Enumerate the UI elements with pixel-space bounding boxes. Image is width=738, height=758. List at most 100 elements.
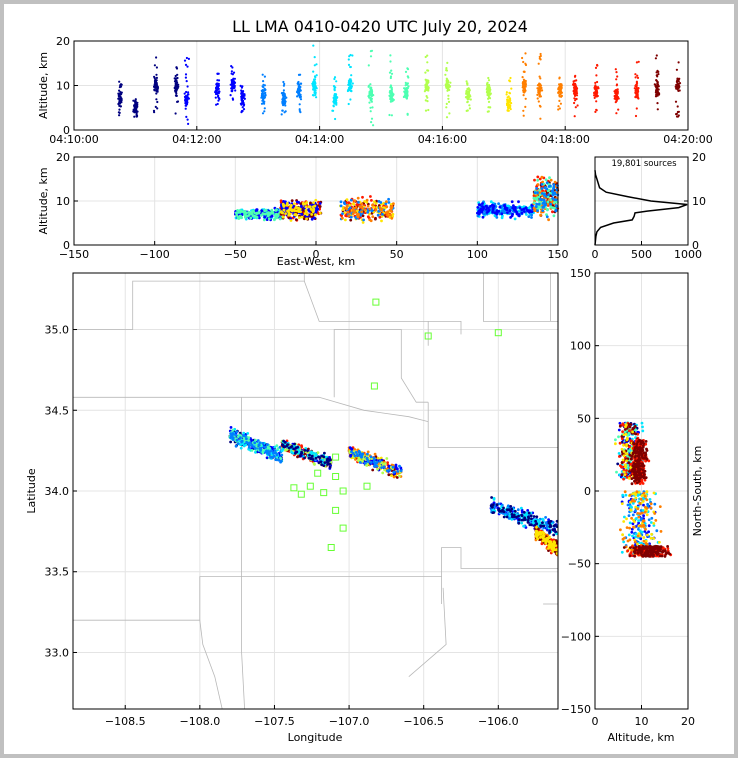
source-point: [313, 75, 317, 78]
source-point: [333, 89, 336, 92]
source-point: [332, 85, 336, 88]
source-point: [427, 108, 430, 112]
source-point: [135, 102, 138, 105]
source-point: [176, 73, 179, 76]
time-height-ytick-label: 0: [63, 124, 70, 137]
plan-view-xtick-label: −107.0: [329, 715, 370, 728]
source-point: [560, 95, 563, 98]
source-point: [185, 99, 188, 102]
time-height-ytick-label: 10: [56, 80, 70, 93]
source-point: [426, 100, 429, 103]
source-point: [133, 115, 136, 118]
source-point: [310, 217, 314, 221]
source-point: [229, 426, 233, 429]
source-point: [153, 111, 156, 114]
source-point: [248, 443, 251, 447]
county-boundary: [427, 402, 558, 448]
plan-view-ylabel: Latitude: [25, 468, 38, 514]
source-point: [388, 71, 392, 74]
source-point: [372, 124, 375, 127]
ew-height-xtick-label: 50: [390, 248, 404, 261]
source-point: [234, 433, 238, 437]
source-point: [364, 461, 367, 465]
source-point: [353, 209, 356, 213]
source-point: [303, 456, 306, 460]
source-point: [575, 94, 579, 97]
source-point: [618, 421, 622, 425]
source-point: [520, 208, 524, 212]
source-point: [369, 106, 372, 109]
source-point: [297, 201, 301, 204]
source-point: [426, 79, 429, 82]
source-point: [522, 87, 525, 90]
source-point: [540, 183, 544, 186]
source-point: [349, 218, 353, 222]
source-point: [134, 98, 137, 101]
source-point: [282, 208, 286, 212]
source-point: [366, 460, 370, 464]
source-point: [314, 92, 317, 95]
source-point: [517, 514, 520, 518]
source-point: [655, 74, 658, 77]
source-point: [366, 452, 369, 456]
source-point: [232, 433, 235, 436]
source-point: [312, 462, 316, 465]
source-point: [297, 93, 300, 96]
source-point: [626, 454, 629, 458]
source-point: [349, 86, 352, 89]
source-point: [119, 83, 123, 86]
source-point: [244, 434, 247, 438]
plan-view-xtick-label: −106.5: [403, 715, 444, 728]
source-point: [175, 92, 178, 95]
source-point: [521, 76, 524, 79]
source-point: [266, 446, 270, 450]
source-point: [615, 83, 619, 86]
source-point: [341, 208, 345, 212]
source-point: [247, 445, 251, 449]
source-point: [289, 219, 293, 222]
source-point: [274, 451, 277, 455]
source-point: [356, 213, 360, 217]
source-point: [635, 61, 639, 64]
county-boundary: [408, 587, 447, 678]
source-point: [558, 89, 561, 92]
source-point: [281, 443, 284, 447]
source-point: [245, 437, 248, 441]
source-point: [134, 100, 137, 103]
source-point: [595, 88, 598, 91]
source-point: [232, 71, 236, 74]
ew-height-xlabel: East-West, km: [277, 255, 355, 268]
source-point: [183, 59, 187, 62]
source-point: [676, 79, 679, 82]
source-point: [349, 454, 352, 458]
source-point: [594, 95, 597, 98]
flash-column: [367, 49, 375, 127]
source-point: [233, 77, 236, 80]
source-point: [554, 204, 558, 208]
source-point: [323, 461, 327, 464]
source-point: [524, 62, 527, 65]
source-point: [534, 532, 538, 536]
source-point: [655, 54, 658, 57]
source-point: [356, 215, 360, 219]
source-point: [300, 212, 304, 216]
source-point: [614, 89, 617, 92]
source-point: [446, 61, 449, 64]
source-point: [352, 203, 356, 206]
source-point: [308, 453, 311, 457]
source-point: [492, 511, 496, 514]
source-point: [614, 438, 617, 442]
source-point: [236, 442, 240, 445]
source-point: [343, 206, 347, 210]
ew-cluster: [532, 175, 560, 222]
source-point: [314, 210, 318, 214]
source-point: [297, 449, 301, 453]
source-point: [593, 91, 596, 95]
source-point: [353, 454, 357, 458]
source-point: [656, 91, 659, 94]
source-point: [617, 452, 621, 455]
source-point: [468, 107, 471, 110]
source-point: [573, 85, 576, 88]
source-point: [542, 205, 546, 208]
source-point: [503, 210, 506, 214]
